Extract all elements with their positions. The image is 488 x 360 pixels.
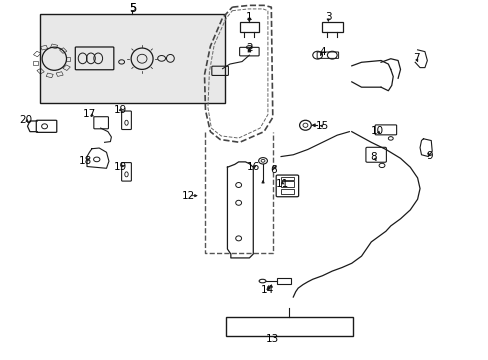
Bar — [46, 73, 53, 78]
Bar — [41, 45, 47, 50]
Text: 14: 14 — [261, 285, 274, 295]
Bar — [280, 189, 294, 194]
Bar — [239, 22, 259, 32]
Text: 4: 4 — [319, 47, 325, 57]
Text: 5: 5 — [128, 2, 136, 15]
Text: 11: 11 — [275, 179, 288, 189]
Text: 19: 19 — [113, 105, 126, 114]
Text: 7: 7 — [412, 53, 419, 63]
Text: 10: 10 — [370, 126, 383, 136]
Text: 13: 13 — [265, 334, 279, 344]
Bar — [225, 316, 352, 336]
Bar — [40, 14, 224, 103]
Text: 3: 3 — [325, 12, 331, 22]
Bar — [33, 51, 41, 57]
Bar — [65, 57, 70, 61]
Bar — [33, 61, 38, 65]
Bar — [280, 177, 294, 180]
Bar — [280, 181, 294, 187]
Text: 19: 19 — [113, 162, 126, 171]
Text: 9: 9 — [426, 151, 432, 161]
Bar — [50, 44, 58, 49]
Bar — [277, 278, 290, 284]
Text: 2: 2 — [245, 44, 252, 53]
Text: 6: 6 — [270, 165, 277, 175]
Text: 20: 20 — [20, 115, 33, 125]
Text: 15: 15 — [315, 121, 328, 131]
Bar — [63, 65, 70, 71]
Text: 16: 16 — [246, 162, 259, 172]
Text: 18: 18 — [79, 156, 92, 166]
Text: 17: 17 — [83, 109, 96, 119]
Text: 12: 12 — [182, 191, 195, 201]
Bar — [56, 72, 63, 76]
Bar — [60, 48, 67, 53]
Text: 1: 1 — [245, 12, 252, 22]
Bar — [321, 22, 342, 32]
Bar — [37, 68, 44, 74]
Text: 8: 8 — [369, 152, 376, 162]
Text: 5: 5 — [129, 3, 135, 13]
